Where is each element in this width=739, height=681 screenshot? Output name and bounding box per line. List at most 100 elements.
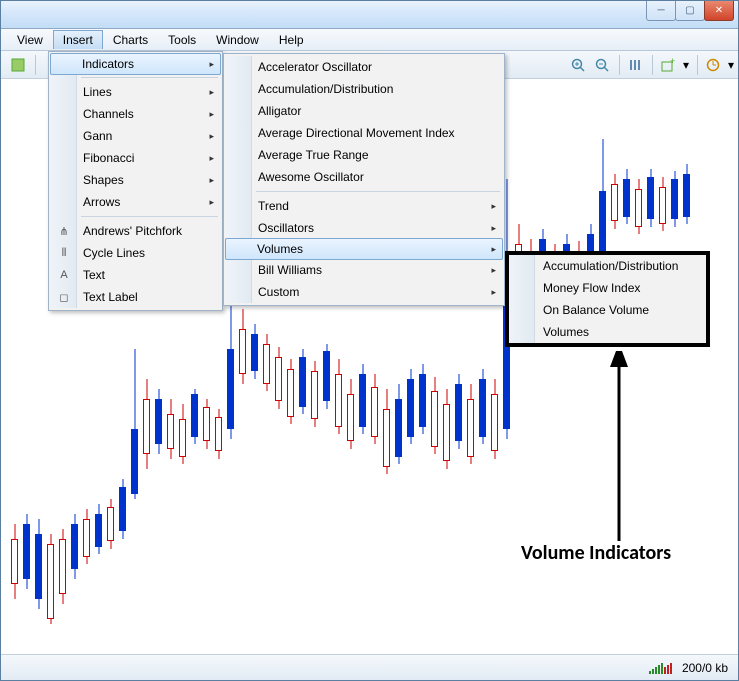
insert-menu-item[interactable]: Arrows ▸ [51,191,220,213]
dropdown-arrow-icon[interactable]: ▾ [681,54,691,76]
minimize-button[interactable]: ─ [646,1,676,21]
indicators-menu-item[interactable]: Accumulation/Distribution [226,78,502,100]
menu-separator [256,191,500,192]
submenu-arrow-icon: ▸ [491,201,496,212]
submenu-arrow-icon: ▸ [209,153,214,164]
volumes-menu-item[interactable]: Volumes [509,321,706,343]
menu-separator [81,77,218,78]
volumes-menu-item[interactable]: Money Flow Index [509,277,706,299]
menu-view[interactable]: View [7,30,53,50]
volumes-menu-item[interactable]: Accumulation/Distribution [509,255,706,277]
indicators-menu-item[interactable]: Bill Williams ▸ [226,259,502,281]
candlestick [551,79,558,652]
menu-item-label: Average True Range [258,148,369,162]
menu-item-label: Awesome Oscillator [258,170,364,184]
insert-menu-item[interactable]: Shapes▸ [51,169,220,191]
menu-item-label: Average Directional Movement Index [258,126,455,140]
menu-item-label: Arrows [83,195,120,209]
indicators-menu-item[interactable]: Alligator [226,100,502,122]
menu-item-label: Cycle Lines [83,246,145,260]
toolbar-separator [652,55,653,75]
menu-item-label: Volumes [543,325,589,339]
menu-item-label: Accelerator Oscillator [258,60,372,74]
chart-new-icon[interactable]: + [657,54,679,76]
menu-item-label: Andrews' Pitchfork [83,224,182,238]
menu-item-label: Shapes [83,173,124,187]
candlestick [35,79,42,652]
menu-item-icon: A [56,269,72,281]
indicators-submenu: Accelerator Oscillator Accumulation/Distr… [223,53,505,306]
menu-item-icon: ⋔ [56,225,72,238]
volumes-menu-item[interactable]: On Balance Volume [509,299,706,321]
menubar: ViewInsertChartsToolsWindowHelp [1,29,738,51]
menu-item-label: Indicators [82,57,134,71]
menu-item-label: Channels [83,107,134,121]
bars-icon[interactable] [624,54,646,76]
insert-menu-item[interactable]: ◻ Text Label [51,286,220,308]
submenu-arrow-icon: ▸ [209,59,214,70]
volumes-submenu: Accumulation/Distribution Money Flow Inde… [505,251,710,347]
submenu-arrow-icon: ▸ [209,87,214,98]
toolbar-separator [697,55,698,75]
candlestick [515,79,522,652]
menu-item-label: Accumulation/Distribution [258,82,393,96]
menu-item-label: On Balance Volume [543,303,649,317]
menu-item-label: Text Label [83,290,138,304]
insert-menu-item[interactable]: ⋔ Andrews' Pitchfork [51,220,220,242]
insert-menu-item[interactable]: Lines▸ [51,81,220,103]
zoom-in-icon[interactable] [567,54,589,76]
menu-item-label: Bill Williams [258,263,322,277]
menu-insert[interactable]: Insert [53,30,103,49]
candlestick [683,79,690,652]
submenu-arrow-icon: ▸ [209,131,214,142]
zoom-out-icon[interactable] [591,54,613,76]
menu-item-label: Custom [258,285,299,299]
insert-menu-item[interactable]: AText [51,264,220,286]
insert-menu-item[interactable]: Indicators ▸ [50,53,221,75]
annotation-label: Volume Indicators [521,541,671,565]
menu-window[interactable]: Window [206,30,269,50]
menu-item-icon: ◻ [56,291,72,304]
clock-icon[interactable] [702,54,724,76]
svg-text:+: + [670,58,675,66]
submenu-arrow-icon: ▸ [491,265,496,276]
indicators-menu-item[interactable]: Custom ▸ [226,281,502,303]
menu-help[interactable]: Help [269,30,314,50]
indicators-menu-item[interactable]: Average Directional Movement Index [226,122,502,144]
menu-charts[interactable]: Charts [103,30,158,50]
submenu-arrow-icon: ▸ [491,287,496,298]
statusbar: 200/0 kb [1,654,738,680]
indicators-menu-item[interactable]: Trend ▸ [226,195,502,217]
menu-item-icon: ⦀ [56,247,72,260]
indicators-menu-item[interactable]: Accelerator Oscillator [226,56,502,78]
insert-menu-item[interactable]: ⦀ Cycle Lines [51,242,220,264]
insert-menu-item[interactable]: Fibonacci ▸ [51,147,220,169]
menu-item-label: Volumes [257,242,303,256]
menu-tools[interactable]: Tools [158,30,206,50]
titlebar: ─ ▢ ✕ [1,1,738,29]
close-button[interactable]: ✕ [704,1,734,21]
indicators-menu-item[interactable]: Awesome Oscillator [226,166,502,188]
annotation-arrow [561,351,681,551]
toolbar-icon[interactable] [7,54,29,76]
status-kb: 200/0 kb [682,661,728,675]
candlestick [11,79,18,652]
window-controls: ─ ▢ ✕ [647,1,734,21]
dropdown-arrow-icon[interactable]: ▾ [726,54,736,76]
toolbar-separator [35,55,36,75]
indicators-menu-item[interactable]: Oscillators▸ [226,217,502,239]
indicators-menu-item[interactable]: Volumes ▸ [225,238,503,260]
menu-item-label: Trend [258,199,289,213]
insert-menu-item[interactable]: Gann▸ [51,125,220,147]
menu-item-label: Money Flow Index [543,281,640,295]
submenu-arrow-icon: ▸ [209,109,214,120]
menu-separator [81,216,218,217]
candlestick [527,79,534,652]
connection-bars-icon [649,662,672,674]
submenu-arrow-icon: ▸ [209,197,214,208]
submenu-arrow-icon: ▸ [491,244,496,255]
maximize-button[interactable]: ▢ [675,1,705,21]
insert-menu-item[interactable]: Channels ▸ [51,103,220,125]
menu-item-label: Fibonacci [83,151,134,165]
indicators-menu-item[interactable]: Average True Range [226,144,502,166]
